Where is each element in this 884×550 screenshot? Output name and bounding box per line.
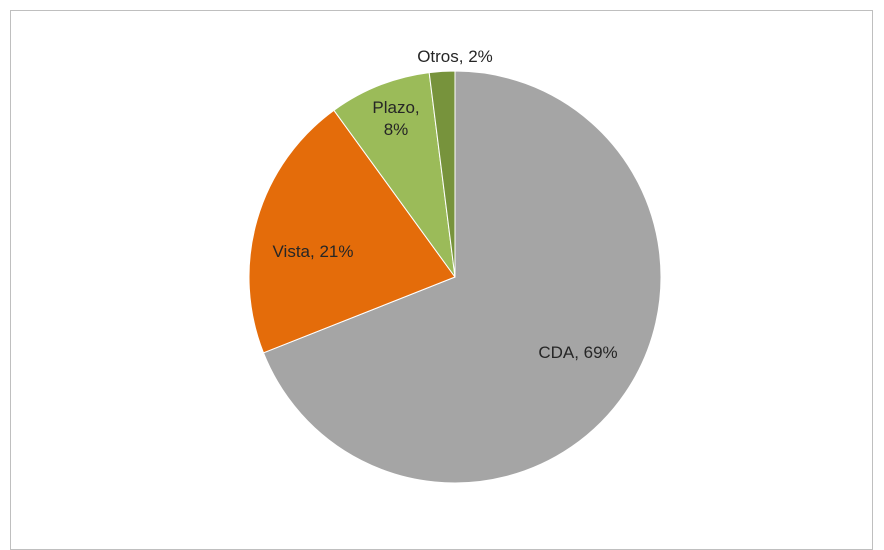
- data-label: Otros, 2%: [417, 47, 493, 66]
- pie-slice: [248, 109, 456, 354]
- pie-slice: [333, 72, 456, 278]
- data-label: CDA, 69%: [538, 343, 618, 362]
- data-label: Vista, 21%: [272, 242, 354, 261]
- pie-slice: [428, 70, 456, 278]
- data-label: Plazo, 8%: [372, 98, 420, 139]
- pie-slice: [262, 70, 662, 484]
